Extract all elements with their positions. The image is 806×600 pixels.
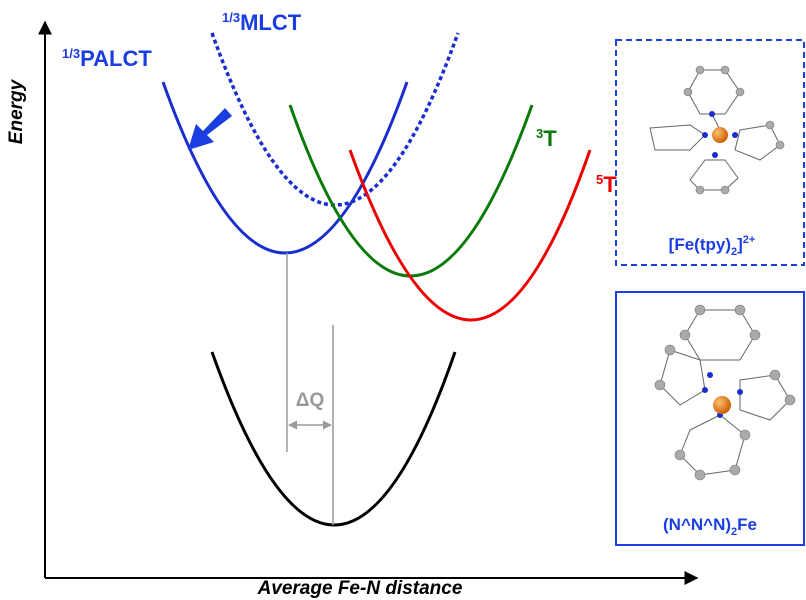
- molecule-image: [655, 305, 795, 480]
- delta-q-label: ΔQ: [296, 390, 324, 411]
- transition-arrow: [188, 108, 232, 150]
- complex-label: (N^N^N)2Fe: [663, 515, 757, 538]
- x-axis-label: Average Fe-N distance: [257, 578, 463, 599]
- text-part: Fe: [737, 515, 757, 534]
- complex-box: [616, 40, 804, 265]
- palct-curve: [163, 82, 407, 253]
- text-part: 1/3: [222, 10, 240, 25]
- text-part: 2+: [743, 234, 756, 246]
- quintet-label: 5T: [596, 172, 617, 197]
- complex-label: [Fe(tpy)2]2+: [669, 234, 756, 258]
- text-part: T: [543, 126, 557, 151]
- page: {"axes": {"y_label": "Energy", "x_label"…: [0, 0, 806, 600]
- mlct-label: 1/3MLCT: [222, 10, 302, 35]
- complex-box: [616, 292, 804, 545]
- palct-label: 1/3PALCT: [62, 46, 152, 71]
- text-part: 3: [536, 126, 543, 141]
- text-part: PALCT: [80, 46, 152, 71]
- triplet-curve: [290, 105, 532, 276]
- text-part: (N^N^N): [663, 515, 731, 534]
- molecule-image: [650, 66, 784, 194]
- text-part: [Fe(tpy): [669, 235, 731, 254]
- text-part: 1/3: [62, 46, 80, 61]
- y-axis-label: Energy: [6, 78, 27, 144]
- triplet-label: 3T: [536, 126, 557, 151]
- text-part: MLCT: [240, 10, 302, 35]
- text-part: 5: [596, 172, 603, 187]
- diagram: Energy Average Fe-N distance ΔQ 1/3PALCT…: [0, 0, 806, 600]
- mlct-curve: [212, 33, 458, 205]
